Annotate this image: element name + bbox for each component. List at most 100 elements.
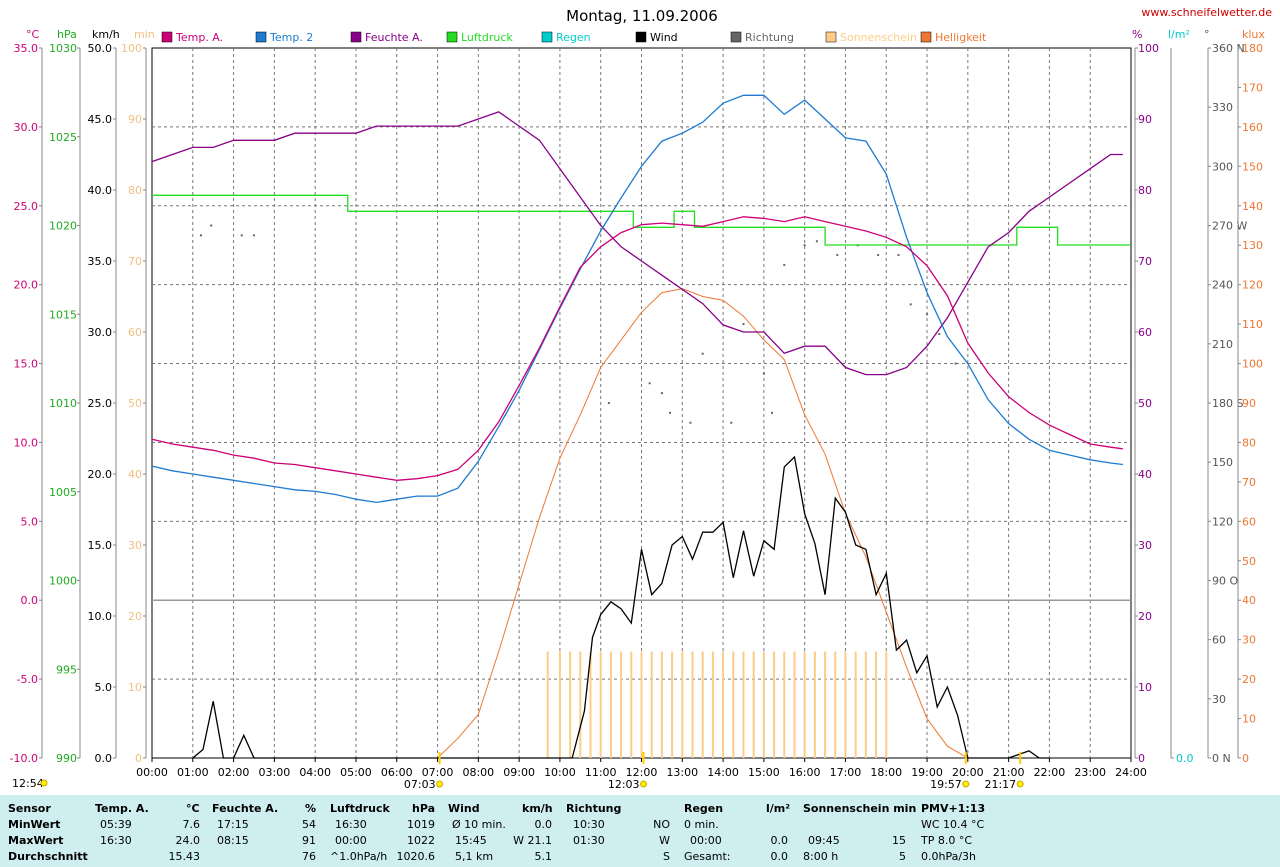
x-tick-label: 10:00	[544, 766, 576, 779]
stats-wind-row2-val: W 21.1	[513, 834, 552, 847]
stats-druck-head: Luftdruck	[330, 802, 390, 815]
x-tick-label: 05:00	[340, 766, 372, 779]
stats-temp-avg-val: 15.43	[168, 850, 201, 863]
legend-swatch	[350, 31, 362, 43]
legend-swatch	[446, 31, 458, 43]
sunset-marker-icon	[962, 780, 970, 788]
stats-label-max: MaxWert	[8, 834, 64, 847]
direction-point	[660, 392, 663, 395]
direction-point	[689, 421, 692, 424]
direction-point	[252, 234, 255, 237]
right-axis-tick-label: 130	[1242, 239, 1263, 252]
left-axis-tick-label: 25.0	[14, 200, 39, 213]
right-axis-tick-label: 10	[1242, 713, 1256, 726]
stats-regen-head: Regen	[684, 802, 724, 815]
x-tick-label: 11:00	[585, 766, 617, 779]
right-axis-tick-label: 10	[1138, 681, 1152, 694]
right-axis-tick-label: 240	[1212, 279, 1233, 292]
left-axis-tick-label: 5.0	[95, 681, 113, 694]
left-axis-tick-label: 0.0	[21, 594, 39, 607]
direction-point	[742, 323, 745, 326]
right-axis-unit: klux	[1242, 28, 1265, 41]
stats-sonne-row2-val: 15	[892, 834, 906, 847]
stats-regen-row2-label: 00:00	[690, 834, 722, 847]
left-axis-tick-label: 10	[128, 681, 142, 694]
chart-title: Montag, 11.09.2006	[566, 7, 718, 25]
left-axis-tick-label: 1005	[49, 486, 77, 499]
stats-wind-row2-label: 15:45	[455, 834, 487, 847]
stats-regen-row3-label: Gesamt:	[684, 850, 731, 863]
direction-point	[771, 411, 774, 414]
stats-temp-max-time: 16:30	[100, 834, 132, 847]
direction-point	[803, 244, 806, 247]
right-axis-unit: °	[1204, 28, 1210, 41]
sunrise-marker-label: 07:03	[404, 778, 436, 791]
right-axis-tick-label: 170	[1242, 81, 1263, 94]
stats-richtung-row1-time: 10:30	[573, 818, 605, 831]
x-tick-label: 21:00	[993, 766, 1025, 779]
right-axis-tick-label: 80	[1242, 436, 1256, 449]
direction-point	[877, 254, 880, 257]
left-axis-tick-label: 35.0	[14, 42, 39, 55]
left-axis-tick-label: 45.0	[88, 113, 113, 126]
left-axis-tick-label: 1020	[49, 220, 77, 233]
wind-line	[192, 455, 1050, 759]
right-axis-tick-label: 120	[1212, 515, 1233, 528]
stats-temp-unit: °C	[186, 802, 200, 815]
legend-swatch	[730, 31, 742, 43]
right-axis-tick-label: 60	[1212, 634, 1226, 647]
legend-label: Temp. 2	[269, 31, 313, 44]
sunrise-marker-icon	[436, 780, 444, 788]
x-tick-label: 15:00	[748, 766, 780, 779]
right-axis-tick-label: 70	[1242, 476, 1256, 489]
right-axis-tick-label: 50	[1242, 555, 1256, 568]
right-axis-tick-label: 20	[1138, 610, 1152, 623]
legend-label: Sonnenschein	[840, 31, 917, 44]
stats-feuchte-unit: %	[305, 802, 317, 815]
moonrise-label: 12:54	[12, 777, 44, 790]
right-axis-tick-label: 0	[1242, 752, 1249, 765]
left-axis-tick-label: 20.0	[88, 468, 113, 481]
legend-swatch	[635, 31, 647, 43]
left-axis-tick-label: 70	[128, 255, 142, 268]
left-axis-unit: min	[134, 28, 155, 41]
legend-swatch	[541, 31, 553, 43]
legend-label: Temp. A.	[175, 31, 223, 44]
direction-point	[210, 224, 213, 227]
right-axis-tick-label: 60	[1138, 326, 1152, 339]
stats-sonne-row3-val: 5	[899, 850, 906, 863]
legend-swatch	[920, 31, 932, 43]
legend-label: Helligkeit	[935, 31, 987, 44]
stats-wind-row3-val: 5.1	[534, 850, 553, 863]
right-axis-tick-label: 270 W	[1212, 220, 1247, 233]
right-axis-tick-label: 0.0	[1176, 752, 1194, 765]
legend-label: Feuchte A.	[365, 31, 423, 44]
right-axis-tick-label: 0	[1138, 752, 1145, 765]
stats-richtung-row3-val: S	[663, 850, 670, 863]
direction-point	[954, 362, 957, 365]
noon-marker-label: 12:03	[608, 778, 640, 791]
right-axis-tick-label: 0 N	[1212, 752, 1231, 765]
direction-point	[938, 332, 941, 335]
website-link[interactable]: www.schneifelwetter.de	[1141, 6, 1272, 19]
left-axis-tick-label: 50	[128, 397, 142, 410]
right-axis-tick-label: 180 S	[1212, 397, 1243, 410]
series	[151, 94, 1131, 759]
left-axis-tick-label: 40	[128, 468, 142, 481]
legend-label: Wind	[650, 31, 678, 44]
right-axis-tick-label: 50	[1138, 397, 1152, 410]
right-axis-tick-label: 330	[1212, 101, 1233, 114]
legend-swatch	[255, 31, 267, 43]
left-axis-tick-label: 15.0	[14, 358, 39, 371]
stats-feuchte-max-val: 91	[302, 834, 316, 847]
right-axis-tick-label: 30	[1242, 634, 1256, 647]
stats-druck-max-val: 1022	[407, 834, 435, 847]
right-axis-tick-label: 110	[1242, 318, 1263, 331]
luftdruck-line	[152, 194, 1131, 246]
x-tick-label: 01:00	[177, 766, 209, 779]
stats-richtung-row2-val: W	[659, 834, 670, 847]
stats-wind-row1-val: 0.0	[534, 818, 553, 831]
stats-druck-min-val: 1019	[407, 818, 435, 831]
stats-regen-row3-val: 0.0	[770, 850, 789, 863]
direction-point	[648, 382, 651, 385]
